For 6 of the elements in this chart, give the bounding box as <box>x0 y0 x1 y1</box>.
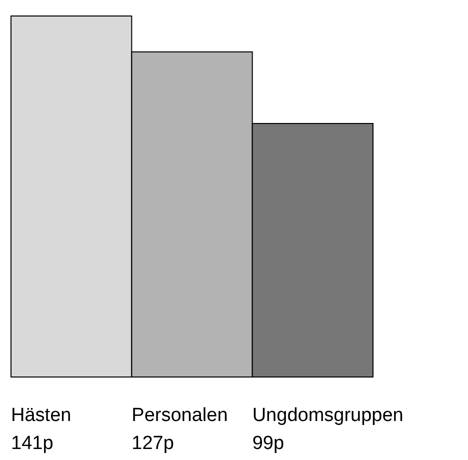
x-tick-label: Hästen <box>11 405 72 426</box>
x-tick-label: Ungdomsgruppen <box>252 405 404 426</box>
data-label: 127p <box>132 433 174 454</box>
data-label: 141p <box>11 433 54 454</box>
data-label: 99p <box>252 433 284 454</box>
x-tick-label: Personalen <box>132 405 228 426</box>
